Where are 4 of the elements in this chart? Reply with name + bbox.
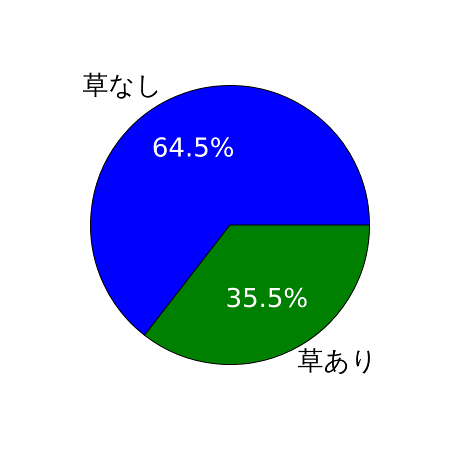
slice-label: 草なし bbox=[82, 70, 162, 101]
data-label: 35.5% bbox=[226, 284, 308, 314]
data-label: 64.5% bbox=[152, 134, 234, 164]
slice-label: 草あり bbox=[298, 346, 378, 377]
